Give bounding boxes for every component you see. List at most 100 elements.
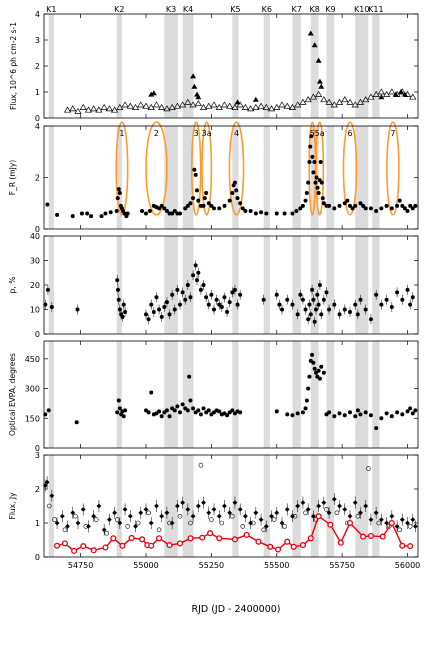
shaded-band-k6 <box>263 455 270 557</box>
y-tick-label: 2 <box>35 485 40 494</box>
polarization_degree-point <box>175 287 180 292</box>
radio-flux-point <box>199 534 206 541</box>
shaded-band-k8 <box>310 236 319 334</box>
polarization_degree-point <box>232 287 237 292</box>
shaded-band-k9 <box>326 126 335 229</box>
shaded-band-k6 <box>263 126 270 229</box>
shaded-band-k11 <box>372 14 380 118</box>
radio-flux-point <box>407 543 414 550</box>
polarization_degree-point <box>193 263 198 268</box>
radio-flux-point <box>310 513 316 519</box>
polarization_degree-point <box>235 302 240 307</box>
radio-flux-point <box>156 527 162 533</box>
polarization_degree-point <box>274 292 279 297</box>
polarization_degree-point <box>300 297 305 302</box>
radio-flux-point <box>117 520 123 526</box>
evpa-point <box>353 414 358 419</box>
polarization_degree-point <box>75 307 80 312</box>
radio-flux-point <box>407 524 413 529</box>
radio-flux-point <box>300 500 306 505</box>
radio_flux-series-0 <box>42 476 418 536</box>
gamma-upper-limit-point <box>356 98 365 105</box>
polarization_degree-y-axis-label: p, % <box>8 277 17 294</box>
radio-flux-point <box>219 520 225 526</box>
shaded-band-k2 <box>116 341 122 448</box>
gamma-upper-limit-point <box>194 100 202 107</box>
evpa-point <box>178 410 182 415</box>
shaded-band-k11 <box>372 236 380 334</box>
radio-flux-point <box>195 503 201 509</box>
shaded-band-k5 <box>232 455 239 557</box>
evpa-point <box>149 390 154 395</box>
radio-flux-point <box>70 510 76 516</box>
radio-flux-point <box>133 524 138 529</box>
evpa-point <box>295 411 300 416</box>
optical_flux-y-axis-label: F_R (mJy) <box>8 160 17 196</box>
gamma-detection-point <box>191 83 198 89</box>
radio-flux-point <box>405 520 410 526</box>
optical_flux-point <box>368 206 373 211</box>
optical_flux-point <box>195 188 199 193</box>
radio-flux-point <box>363 503 369 509</box>
optical_flux-point <box>99 214 104 219</box>
radio-flux-point <box>166 542 173 549</box>
optical_flux-point <box>202 196 207 201</box>
y-tick-label: 4 <box>35 10 40 19</box>
radio-flux-point <box>397 527 402 533</box>
gamma-upper-limit-point <box>330 101 338 108</box>
gamma-upper-limit-point <box>226 102 234 109</box>
gamma-upper-limit-point <box>335 98 344 105</box>
optical_flux-point <box>140 208 145 213</box>
gamma-detection-point <box>234 99 241 105</box>
gamma-upper-limit-point <box>178 101 187 108</box>
polarization_degree-point <box>355 312 360 317</box>
radio-flux-point <box>106 517 112 522</box>
gamma-upper-limit-point <box>325 98 333 105</box>
evpa-point <box>74 420 79 425</box>
band-label-k9: K9 <box>325 5 335 14</box>
evpa-point <box>115 410 120 415</box>
x-tick-label: 55250 <box>199 561 224 570</box>
optical_flux-point <box>178 211 182 216</box>
shaded-band-k10 <box>355 341 369 448</box>
gamma-upper-limit-point <box>69 105 77 112</box>
radio-flux-point <box>146 510 151 516</box>
radio-flux-point <box>216 535 223 542</box>
flare-label-5: 5 <box>310 129 315 138</box>
band-label-k1: K1 <box>46 5 56 14</box>
polarization_degree-point <box>295 312 300 317</box>
radio-flux-point <box>253 510 259 516</box>
optical_flux-point <box>264 211 269 216</box>
evpa-point <box>342 413 347 418</box>
radio-flux-point <box>263 524 269 529</box>
radio_flux-y-axis-label: Flux, Jy <box>8 492 17 520</box>
gamma-upper-limit-point <box>142 102 150 109</box>
y-tick-label: 0 <box>35 114 40 123</box>
polarization_degree-point <box>217 302 222 307</box>
gamma-upper-limit-point <box>409 93 417 100</box>
optical_flux-point <box>363 206 368 211</box>
polarization_degree-point <box>303 307 308 312</box>
polarization_degree-point <box>400 297 405 302</box>
polarization_degree-point <box>195 278 199 283</box>
optical_flux-point <box>311 170 316 175</box>
polarization_degree-point <box>379 302 384 307</box>
band-label-k2: K2 <box>114 5 124 14</box>
radio-flux-point <box>187 535 194 542</box>
polarization_degree-point <box>188 295 193 300</box>
radio-flux-point <box>295 503 301 509</box>
gamma-upper-limit-point <box>246 105 255 112</box>
evpa-point <box>217 409 222 414</box>
shaded-band-k9 <box>326 236 335 334</box>
radio-flux-point <box>389 513 395 519</box>
optical_flux-point <box>307 160 312 165</box>
polarization_degree-point <box>198 287 203 292</box>
y-tick-label: 2 <box>35 62 40 71</box>
optical_flux-point <box>79 211 84 216</box>
shaded-band-k4 <box>182 455 194 557</box>
radio-flux-point <box>267 543 274 550</box>
optical_flux-point <box>147 208 152 213</box>
gamma-upper-limit-point <box>168 103 176 110</box>
radio-flux-point <box>346 519 354 527</box>
